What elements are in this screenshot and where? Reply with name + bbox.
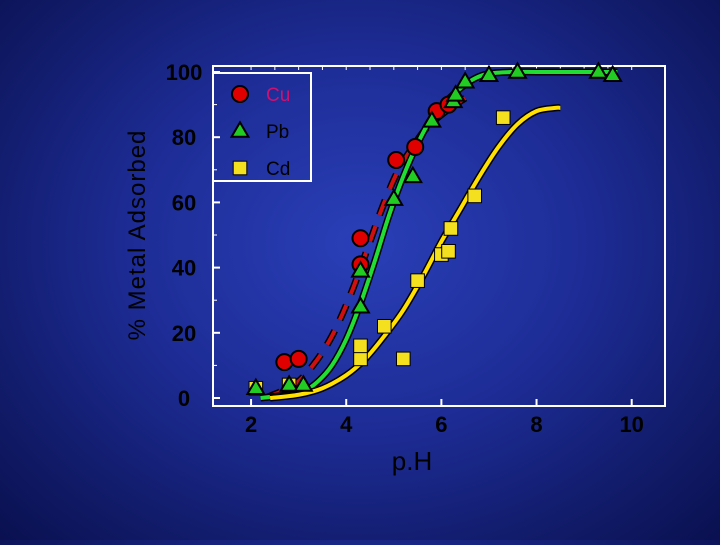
data-point-cd	[396, 351, 411, 367]
data-point-pb	[278, 374, 300, 392]
data-point-pb	[293, 374, 314, 392]
data-point-pb	[383, 188, 404, 206]
data-points	[245, 61, 623, 396]
data-point-pb	[507, 61, 528, 79]
x-tick-label: 2	[245, 412, 257, 437]
x-tick-label: 10	[619, 412, 643, 437]
y-tick-label: 60	[172, 190, 196, 215]
y-tick-label: 40	[172, 256, 196, 281]
y-tick-label: 100	[166, 60, 203, 85]
data-point-cd	[467, 188, 482, 204]
x-tick-label: 6	[435, 412, 447, 437]
x-tick-label: 4	[340, 412, 353, 437]
data-point-pb	[588, 61, 609, 79]
data-point-pb	[350, 296, 371, 314]
data-point-cu	[351, 229, 370, 248]
data-point-pb	[245, 377, 266, 395]
data-point-pb	[350, 260, 371, 278]
legend-marker-pb	[229, 120, 251, 138]
data-point-cu	[387, 151, 406, 170]
plot-frame	[212, 65, 666, 407]
fit-curves	[260, 68, 618, 402]
data-point-cd	[376, 318, 392, 334]
legend-label-pb: Pb	[266, 122, 289, 143]
data-point-cu	[289, 349, 308, 368]
fit-curve-cd	[269, 105, 561, 400]
data-point-cd	[441, 244, 456, 259]
data-point-pb	[478, 64, 500, 83]
legend: Cu Pb Cd	[212, 72, 312, 182]
y-axis-label: % Metal Adsorbed	[124, 130, 151, 341]
legend-marker-cu	[231, 85, 249, 103]
x-tick-label: 8	[530, 412, 542, 437]
data-point-cu	[406, 137, 425, 156]
data-point-pb	[602, 64, 623, 83]
data-point-cd	[443, 221, 459, 236]
x-axis-label: p.H	[392, 446, 432, 476]
data-point-cd	[353, 338, 368, 354]
data-point-pb	[402, 165, 423, 184]
data-point-cd	[353, 351, 368, 367]
data-point-cd	[410, 273, 425, 288]
legend-label-cd: Cd	[266, 159, 290, 180]
legend-items: Cu Pb Cd	[229, 85, 290, 180]
y-tick-label: 20	[172, 321, 196, 346]
data-point-pb	[421, 110, 443, 128]
ticks: 0 20 40 60 80 100 2 4 6 8 10	[166, 60, 644, 437]
fit-curve-cu	[264, 96, 467, 400]
data-point-pb	[445, 84, 466, 102]
y-tick-label: 80	[172, 125, 196, 150]
legend-marker-cd	[232, 160, 248, 176]
legend-box	[212, 72, 312, 182]
y-tick-label: 0	[178, 386, 190, 411]
data-point-pb	[455, 71, 476, 89]
data-point-cd	[495, 110, 511, 125]
legend-label-cu: Cu	[266, 85, 290, 106]
